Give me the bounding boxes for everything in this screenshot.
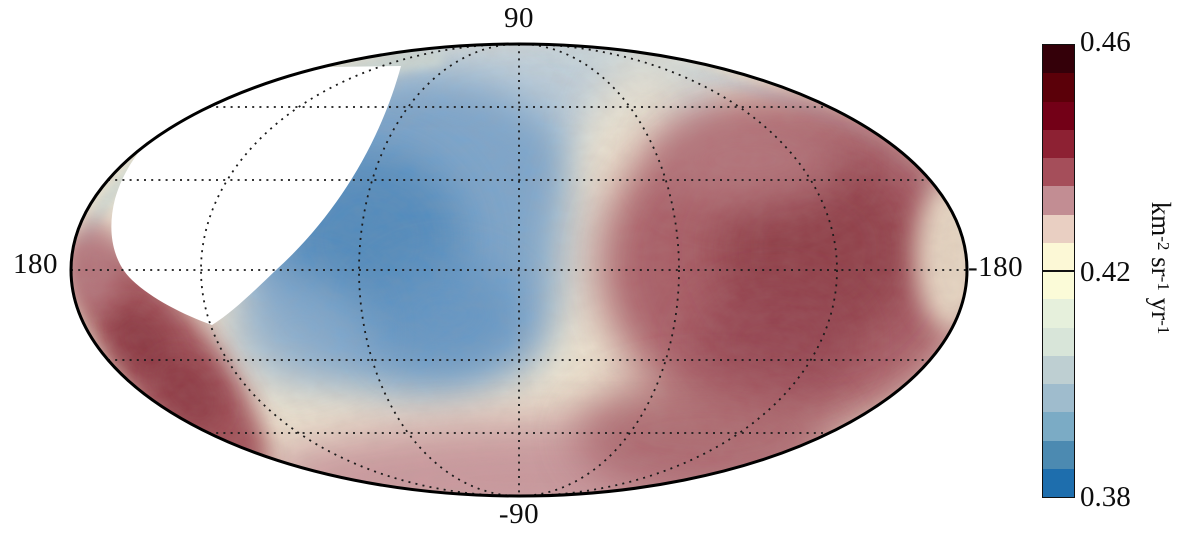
- colorbar-tick-max: 0.46: [1080, 26, 1131, 58]
- unit-yr-exponent: -1: [1154, 320, 1173, 335]
- map-label-right: -180: [968, 251, 1024, 283]
- colorbar-segment: [1043, 327, 1074, 356]
- map-label-bottom: -90: [498, 498, 540, 530]
- colorbar-segment: [1043, 299, 1074, 328]
- flux-field: [71, 44, 967, 496]
- unit-km: km: [1146, 201, 1176, 237]
- unit-sr: sr: [1146, 250, 1176, 277]
- colorbar-unit-label: km-2 sr-1 yr-1: [1140, 103, 1176, 433]
- colorbar-segment: [1043, 214, 1074, 243]
- colorbar-tick-mid: 0.42: [1080, 256, 1131, 288]
- colorbar-tick-min: 0.38: [1080, 481, 1131, 513]
- unit-km-exponent: -2: [1154, 236, 1173, 251]
- colorbar-segment: [1043, 412, 1074, 441]
- map-label-top: 90: [504, 2, 534, 34]
- colorbar-segment: [1043, 45, 1074, 74]
- colorbar-segment: [1043, 468, 1074, 497]
- colorbar-segment: [1043, 440, 1074, 469]
- colorbar-mid-marker-line: [1043, 270, 1074, 272]
- colorbar-segment: [1043, 158, 1074, 187]
- colorbar-segment: [1043, 186, 1074, 215]
- mollweide-map: [69, 42, 969, 498]
- masked-sky-region: [111, 66, 401, 325]
- unit-sr-exponent: -1: [1154, 276, 1173, 291]
- colorbar-segment: [1043, 271, 1074, 300]
- colorbar-segment: [1043, 101, 1074, 130]
- colorbar-segment: [1043, 242, 1074, 271]
- map-outline: [69, 42, 969, 498]
- colorbar: [1042, 44, 1075, 498]
- map-label-left: 180: [13, 248, 58, 280]
- unit-yr: yr: [1146, 290, 1176, 321]
- colorbar-segment: [1043, 384, 1074, 413]
- colorbar-segment: [1043, 73, 1074, 102]
- colorbar-segment: [1043, 129, 1074, 158]
- colorbar-segment: [1043, 355, 1074, 384]
